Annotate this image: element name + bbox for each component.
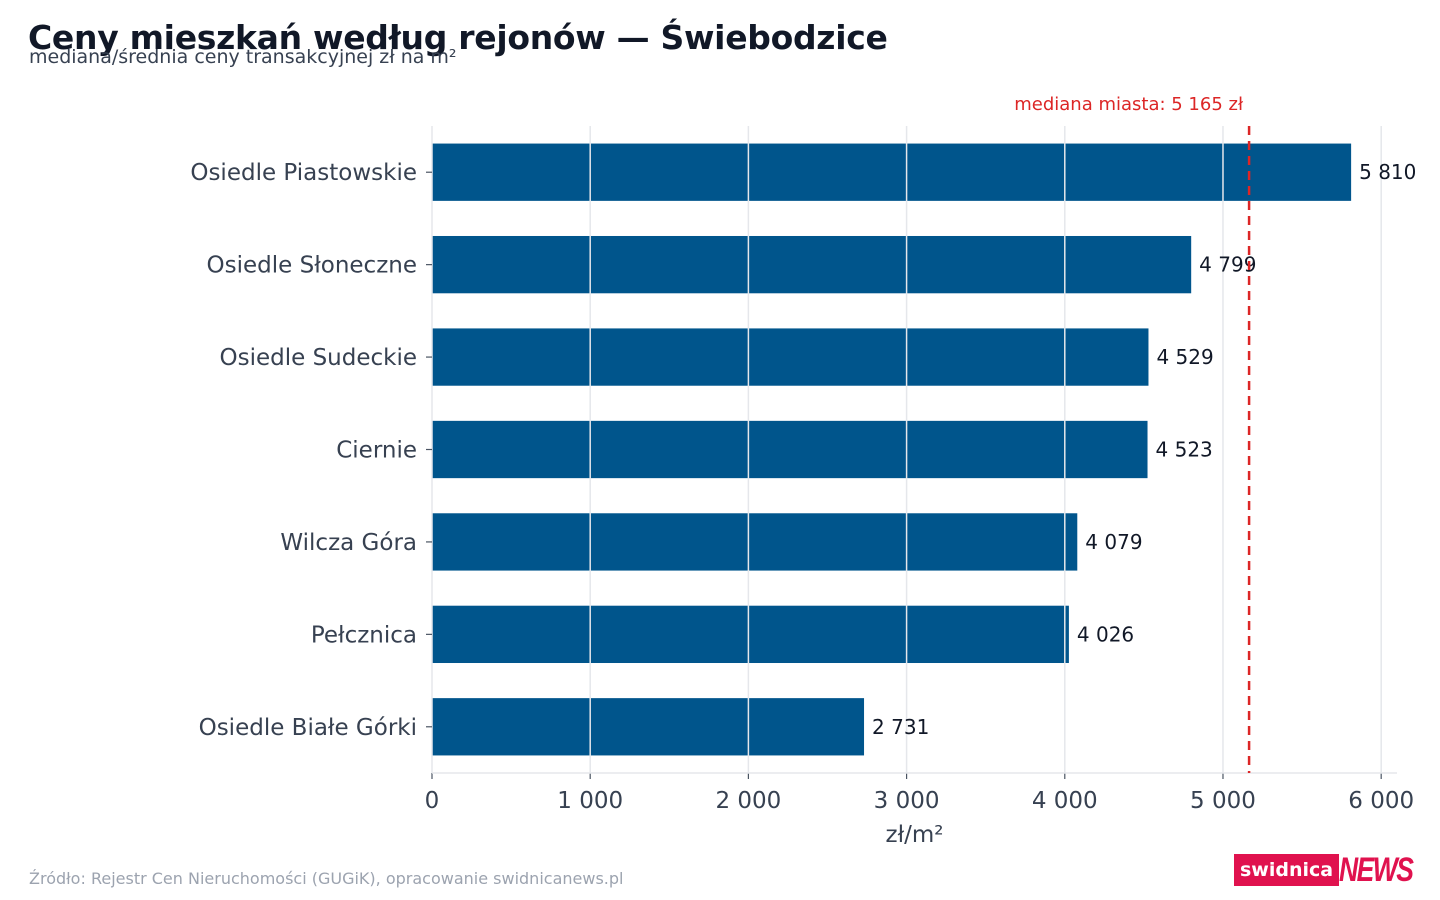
brand-logo-box: swidnica	[1234, 854, 1340, 886]
bar-value-label: 2 731	[872, 715, 929, 739]
x-tick-label: 5 000	[1190, 788, 1256, 814]
bar-value-label: 4 523	[1156, 438, 1213, 462]
y-category-label: Ciernie	[336, 438, 417, 464]
bar	[432, 513, 1078, 571]
x-tick-label: 0	[425, 788, 440, 814]
bar	[432, 698, 865, 756]
bar	[432, 328, 1149, 386]
x-tick-label: 6 000	[1348, 788, 1414, 814]
source-note: Źródło: Rejestr Cen Nieruchomości (GUGiK…	[29, 869, 624, 888]
bar	[432, 420, 1148, 479]
chart-title: Ceny mieszkań według rejonów — Świebodzi…	[28, 18, 888, 57]
bar-value-label: 5 810	[1359, 160, 1416, 184]
brand-logo: swidnica NEWS	[1234, 852, 1433, 888]
x-tick-label: 4 000	[1032, 788, 1098, 814]
y-category-label: Pełcznica	[311, 622, 417, 648]
bar-value-label: 4 079	[1085, 530, 1142, 554]
bar	[432, 143, 1352, 201]
x-tick-label: 3 000	[874, 788, 940, 814]
bar-value-label: 4 026	[1077, 622, 1134, 646]
median-reference-label: mediana miasta: 5 165 zł	[1014, 94, 1244, 115]
y-category-label: Osiedle Piastowskie	[190, 160, 417, 186]
x-tick-label: 2 000	[715, 788, 781, 814]
y-category-label: Wilcza Góra	[280, 530, 417, 556]
bar	[432, 605, 1069, 664]
x-tick-label: 1 000	[557, 788, 623, 814]
y-category-label: Osiedle Słoneczne	[207, 253, 417, 279]
brand-logo-news: NEWS	[1339, 851, 1414, 889]
bar	[432, 235, 1192, 294]
x-axis-title: zł/m²	[886, 822, 944, 848]
y-category-label: Osiedle Białe Górki	[199, 715, 417, 741]
bar-value-label: 4 529	[1156, 345, 1213, 369]
bar-value-label: 4 799	[1199, 253, 1256, 277]
y-category-label: Osiedle Sudeckie	[219, 345, 417, 371]
chart-subtitle: mediana/średnia ceny transakcyjnej zł na…	[29, 46, 457, 68]
